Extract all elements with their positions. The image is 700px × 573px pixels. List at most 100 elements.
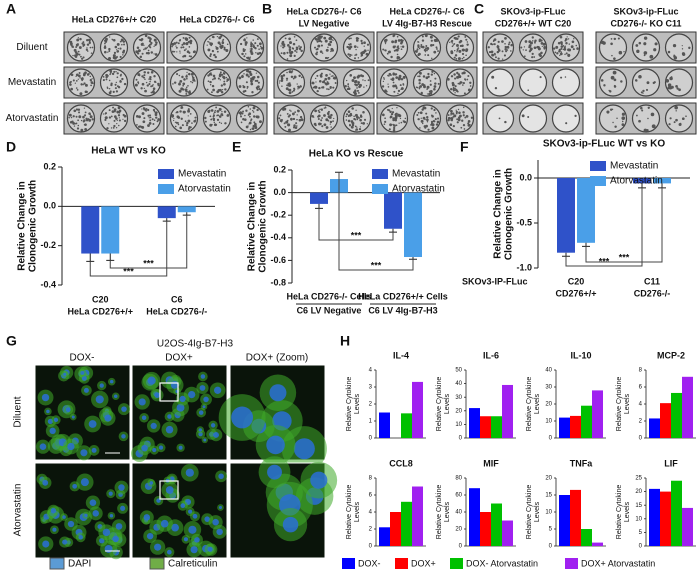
legend-swatch: [49, 557, 65, 570]
colony: [360, 42, 364, 45]
y-tick-label: -0.5: [516, 217, 532, 227]
colony: [318, 36, 321, 40]
colony: [207, 80, 210, 83]
colony: [356, 118, 359, 121]
panel-label: D: [6, 139, 16, 155]
y-axis-label: Relative Cytokine: [616, 485, 623, 540]
colony: [501, 50, 504, 53]
dapi-nucleus: [62, 539, 68, 545]
colony: [452, 44, 455, 46]
legend-swatch: [372, 184, 388, 194]
colony: [191, 81, 194, 84]
colony: [223, 80, 226, 83]
colony: [72, 54, 74, 57]
colony: [419, 111, 423, 115]
panel-label: G: [6, 333, 17, 349]
colony: [426, 88, 428, 90]
colony: [317, 44, 321, 48]
colony: [331, 49, 335, 52]
colony: [182, 82, 186, 86]
colony: [531, 56, 534, 59]
colony: [350, 125, 354, 129]
colony: [68, 117, 70, 119]
colony: [174, 125, 177, 128]
colony: [221, 46, 224, 49]
colony: [462, 56, 465, 59]
colony: [292, 126, 296, 129]
dapi-nucleus: [83, 387, 89, 393]
colony: [138, 38, 141, 41]
well: [66, 104, 96, 133]
colony: [220, 113, 224, 116]
colony: [185, 90, 188, 93]
colony: [610, 42, 613, 46]
colony: [669, 117, 672, 120]
colony: [219, 36, 222, 39]
colony: [449, 41, 451, 44]
bar: [101, 206, 120, 254]
colony: [84, 123, 87, 126]
colony: [332, 120, 334, 123]
colony: [213, 113, 215, 115]
colony: [422, 75, 426, 78]
colony: [87, 50, 89, 52]
colony: [144, 47, 147, 50]
colony: [141, 112, 145, 115]
y-axis-label: Levels: [354, 393, 361, 414]
colony: [329, 120, 333, 124]
colony: [219, 71, 222, 74]
colony: [286, 79, 288, 82]
colony: [461, 44, 464, 48]
colony: [334, 82, 337, 84]
colony: [447, 116, 451, 120]
colony: [83, 107, 86, 109]
y-tick-label: 40: [455, 510, 462, 516]
colony: [332, 39, 334, 42]
colony: [678, 88, 681, 92]
colony: [190, 126, 192, 129]
colony: [181, 124, 184, 127]
colony: [85, 117, 88, 120]
colony: [121, 43, 123, 46]
dapi-nucleus: [204, 516, 210, 522]
colony: [290, 52, 293, 55]
colony: [108, 50, 111, 52]
colony: [213, 77, 216, 80]
colony: [531, 36, 534, 39]
colony: [280, 75, 284, 78]
y-tick-label: 10: [545, 510, 552, 516]
colony: [563, 48, 567, 51]
colony: [143, 87, 146, 90]
colony: [142, 76, 145, 79]
colony: [492, 40, 495, 42]
colony: [220, 84, 224, 87]
panel-title: IL-10: [570, 350, 591, 360]
colony: [434, 118, 437, 121]
colony: [415, 86, 417, 88]
colony: [292, 117, 296, 121]
colony: [365, 85, 368, 87]
colony: [221, 40, 224, 42]
significance-label: ***: [599, 256, 610, 266]
colony: [425, 112, 428, 115]
dapi-nucleus: [267, 464, 282, 480]
colony: [510, 43, 513, 47]
y-tick-label: 15: [635, 503, 642, 509]
colony: [528, 40, 532, 44]
colony: [388, 128, 391, 131]
bar: [469, 408, 480, 438]
colony: [116, 119, 118, 121]
colony: [458, 49, 462, 53]
colony: [312, 116, 315, 118]
colony: [424, 54, 427, 56]
colony: [451, 42, 454, 44]
colony: [321, 86, 323, 89]
colony: [323, 36, 327, 40]
colony: [487, 46, 490, 49]
y-tick-label: 2: [369, 527, 373, 533]
colony: [212, 88, 215, 92]
bar: [502, 384, 513, 438]
colony: [150, 91, 153, 94]
colony: [429, 83, 432, 86]
colony: [171, 50, 174, 53]
